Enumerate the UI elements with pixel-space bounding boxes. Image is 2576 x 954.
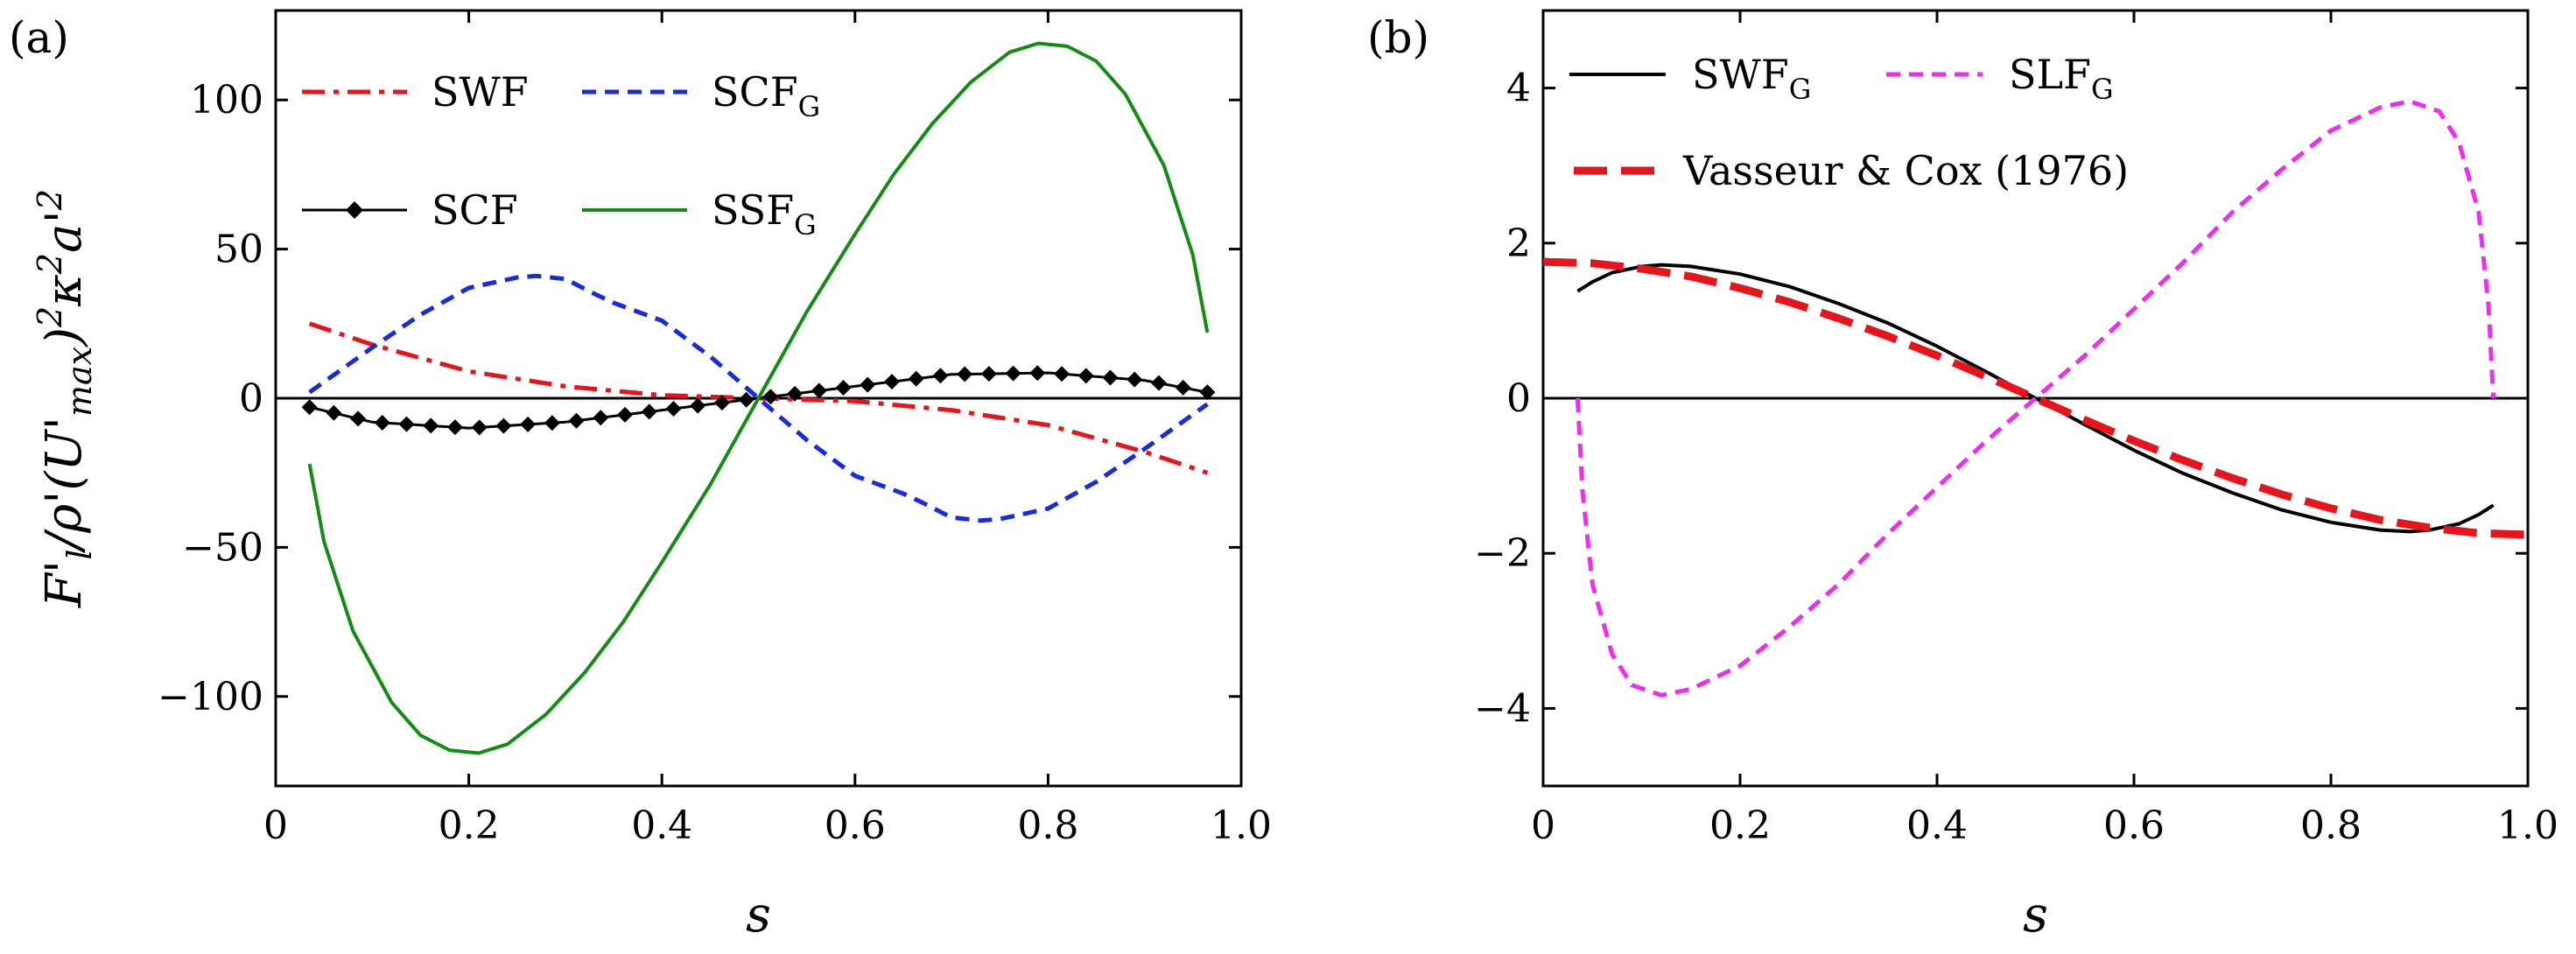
legend-label-swf: SWF xyxy=(432,68,529,116)
y-tick-label: 0 xyxy=(1506,376,1531,421)
x-tick-label: 0.2 xyxy=(439,803,500,848)
series-scf-marker xyxy=(301,399,318,416)
legend-swatch-marker xyxy=(346,201,363,219)
series-scf-marker xyxy=(1175,379,1191,396)
y-tick-label: −100 xyxy=(158,675,263,719)
series-scf-marker xyxy=(811,382,827,399)
panel-b: 0 0.2 0.4 0.6 0.8 1.0 −4 −2 0 2 4 s (b) SWFG SLFG Vasse… xyxy=(1367,9,2558,943)
legend-label-vasseur-cox-1976: Vasseur & Cox (1976) xyxy=(1682,147,2129,194)
x-tick-label: 1.0 xyxy=(1211,803,1272,848)
y-tick-label: −4 xyxy=(1474,686,1531,731)
series-scf-marker xyxy=(908,370,924,387)
series-scf-marker xyxy=(1199,384,1216,401)
series-scf-marker xyxy=(495,417,512,434)
series-scf-marker xyxy=(1150,375,1167,391)
x-tick-label: 1.0 xyxy=(2497,803,2558,848)
series-vasseur-cox-1976-line xyxy=(1542,257,2529,539)
series-scf-marker xyxy=(957,366,973,382)
y-tick-label: 50 xyxy=(214,228,263,272)
series-scf-marker xyxy=(471,419,488,436)
series-scf-marker xyxy=(932,368,949,384)
x-tick-label: 0.6 xyxy=(2103,803,2165,848)
series-scf-marker xyxy=(1102,369,1119,386)
series-slf-g-line xyxy=(1575,99,2496,698)
series-scf-marker xyxy=(690,397,706,414)
series-scf-marker xyxy=(593,410,609,426)
y-axis-title: F'l/ρ'(U'max)2κ2a'2 xyxy=(31,189,99,608)
series-scf-marker xyxy=(762,389,779,405)
series-scf-marker xyxy=(398,416,415,432)
x-axis-title: s xyxy=(2023,887,2048,943)
series-scf-marker xyxy=(713,395,730,411)
y-tick-label: −2 xyxy=(1474,531,1531,576)
x-tick-label: 0.8 xyxy=(2300,803,2362,848)
series-scf-marker xyxy=(423,417,439,434)
x-tick-label: 0.4 xyxy=(1906,803,1968,848)
legend-label-swf-g: SWFG xyxy=(1692,51,1811,106)
series-scf-marker xyxy=(883,374,900,390)
series-scf-marker xyxy=(665,400,682,417)
series-scf-marker xyxy=(1127,371,1143,388)
series-scf-marker xyxy=(1054,366,1070,382)
panel-a: 0 0.2 0.4 0.6 0.8 1.0 −100 −50 0 50 100 s (a) SWF SCFG… xyxy=(9,9,1272,943)
y-tick-label: 100 xyxy=(190,78,263,123)
series-scf-marker xyxy=(617,406,634,423)
y-tick-label: 4 xyxy=(1506,67,1531,111)
legend: SWFG SLFG Vasseur & Cox (1976) xyxy=(1569,51,2129,194)
series-scf-marker xyxy=(787,385,804,402)
series-scf-marker xyxy=(1029,365,1046,382)
series-scf-marker xyxy=(1077,368,1094,384)
x-tick-label: 0 xyxy=(263,803,288,848)
series-scf-marker xyxy=(326,404,342,421)
legend-label-slf-g: SLFG xyxy=(2009,51,2114,106)
series-scf-marker xyxy=(374,414,390,431)
panel-tag: (b) xyxy=(1367,12,1429,63)
legend-label-scf: SCF xyxy=(432,186,518,234)
x-tick-label: 0.6 xyxy=(825,803,886,848)
series-scf-marker xyxy=(860,376,876,393)
series-scf-marker xyxy=(520,416,537,432)
series-scf-marker xyxy=(738,391,755,408)
y-tick-label: 0 xyxy=(239,376,263,421)
series-scf-marker xyxy=(980,366,997,382)
y-tick-label: 2 xyxy=(1506,221,1531,266)
series-scf-marker xyxy=(1005,365,1021,382)
series-scf-marker xyxy=(350,410,367,427)
legend-label-ssf-g: SSFG xyxy=(712,186,817,242)
x-axis-title: s xyxy=(746,887,771,943)
series-scf-marker xyxy=(544,415,560,431)
series-swf-g-line xyxy=(1576,263,2495,534)
x-tick-label: 0.4 xyxy=(631,803,692,848)
x-tick-label: 0.2 xyxy=(1709,803,1771,848)
legend: SWF SCFG SCF SSFG xyxy=(302,68,820,242)
x-tick-label: 0.8 xyxy=(1017,803,1078,848)
x-tick-label: 0 xyxy=(1531,803,1555,848)
series-scf-marker xyxy=(568,412,585,429)
y-tick-label: −50 xyxy=(182,525,263,570)
panel-tag: (a) xyxy=(9,12,69,63)
legend-label-scf-g: SCFG xyxy=(712,68,820,123)
series-scf-marker xyxy=(446,419,463,436)
series-scf-marker xyxy=(641,403,657,420)
series-ssf-g-line xyxy=(307,41,1210,755)
series-scf-marker xyxy=(835,380,852,396)
